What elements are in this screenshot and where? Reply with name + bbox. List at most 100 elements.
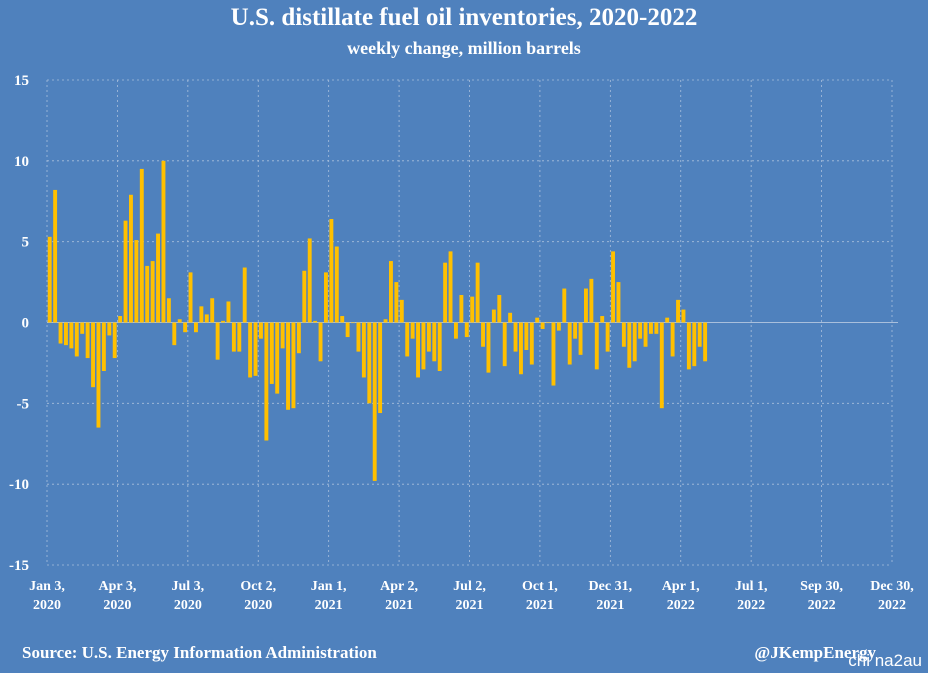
bar — [101, 322, 106, 371]
bar — [150, 261, 155, 323]
bar — [421, 322, 426, 370]
x-tick-label: 2021 — [385, 598, 413, 613]
bar — [199, 306, 204, 323]
bar — [134, 240, 139, 323]
bar — [676, 299, 680, 323]
bar — [383, 319, 388, 323]
bar — [459, 295, 464, 323]
bar — [118, 316, 123, 323]
bar — [513, 322, 518, 352]
x-tick-label: Oct 2, — [240, 579, 276, 594]
x-tick-label: Jul 2, — [453, 579, 486, 594]
bar — [378, 322, 383, 414]
bar — [681, 309, 686, 323]
x-tick-label: 2021 — [596, 598, 624, 613]
bar — [692, 322, 697, 367]
bar — [372, 322, 377, 481]
x-tick-label: Oct 1, — [522, 579, 558, 594]
bar — [437, 322, 442, 371]
bar — [259, 322, 263, 339]
x-tick-label: 2020 — [174, 598, 202, 613]
bar — [161, 160, 166, 323]
bar — [264, 322, 269, 441]
bar — [632, 322, 637, 362]
bar — [584, 288, 588, 323]
x-tick-label: Dec 30, — [870, 579, 914, 594]
bar — [475, 262, 480, 323]
bar — [85, 322, 90, 359]
bar — [177, 319, 182, 323]
y-tick-label: -5 — [17, 396, 30, 412]
bar — [231, 322, 236, 352]
bar — [188, 272, 193, 323]
x-tick-label: Sep 30, — [800, 579, 843, 594]
bar — [80, 322, 85, 334]
y-tick-label: 5 — [22, 235, 30, 251]
bar — [416, 322, 420, 378]
x-tick-label: 2021 — [315, 598, 343, 613]
bar — [226, 301, 231, 323]
bar — [638, 322, 643, 339]
bar — [242, 267, 247, 323]
bar — [351, 322, 355, 324]
grid-lines — [46, 79, 893, 566]
bar — [129, 194, 133, 323]
x-tick-label: 2022 — [667, 598, 695, 613]
x-tick-label: 2020 — [33, 598, 61, 613]
bar — [621, 322, 626, 347]
y-tick-label: 0 — [22, 316, 30, 332]
y-tick-label: 10 — [14, 154, 29, 170]
bar — [91, 322, 95, 388]
bar — [253, 322, 258, 376]
bar — [573, 322, 578, 339]
bar — [275, 322, 280, 394]
bar — [280, 322, 285, 349]
bar — [313, 320, 318, 323]
bar — [166, 298, 171, 323]
bar — [508, 312, 513, 323]
bar — [578, 322, 583, 355]
bar — [454, 322, 458, 339]
y-axis-ticks: 15 10 5 0 -5 -10 -15 — [9, 73, 29, 574]
bar — [74, 322, 79, 357]
bar — [589, 278, 594, 323]
bar — [665, 317, 670, 323]
bar — [291, 322, 296, 409]
bar — [546, 322, 550, 324]
x-tick-label: Apr 1, — [662, 579, 700, 594]
bar — [535, 317, 540, 323]
x-tick-label: Apr 3, — [98, 579, 136, 594]
bar — [524, 322, 529, 350]
bar — [307, 238, 312, 323]
bar — [269, 322, 274, 384]
bar — [183, 322, 188, 333]
bar — [643, 322, 648, 347]
bar — [497, 295, 502, 323]
bar — [649, 322, 653, 334]
bar — [410, 322, 415, 339]
bar — [96, 322, 101, 428]
x-tick-label: Jan 3, — [29, 579, 65, 594]
bar — [334, 246, 339, 323]
watermark: chi na2au — [848, 651, 922, 670]
bar — [367, 322, 372, 404]
bar — [686, 322, 691, 370]
x-tick-label: 2021 — [526, 598, 554, 613]
chart-subtitle: weekly change, million barrels — [347, 38, 581, 58]
bar — [340, 316, 345, 323]
x-tick-label: Apr 2, — [380, 579, 418, 594]
bar — [529, 322, 534, 365]
bar — [156, 233, 160, 323]
bar — [145, 265, 150, 323]
bar — [481, 322, 485, 347]
x-tick-label: 2021 — [456, 598, 484, 613]
bar — [562, 288, 567, 323]
bar — [112, 322, 117, 359]
bar — [703, 322, 708, 362]
bar — [405, 322, 410, 357]
bar — [389, 261, 393, 323]
x-tick-label: 2022 — [878, 598, 906, 613]
bar — [556, 322, 561, 331]
bar — [486, 322, 491, 373]
